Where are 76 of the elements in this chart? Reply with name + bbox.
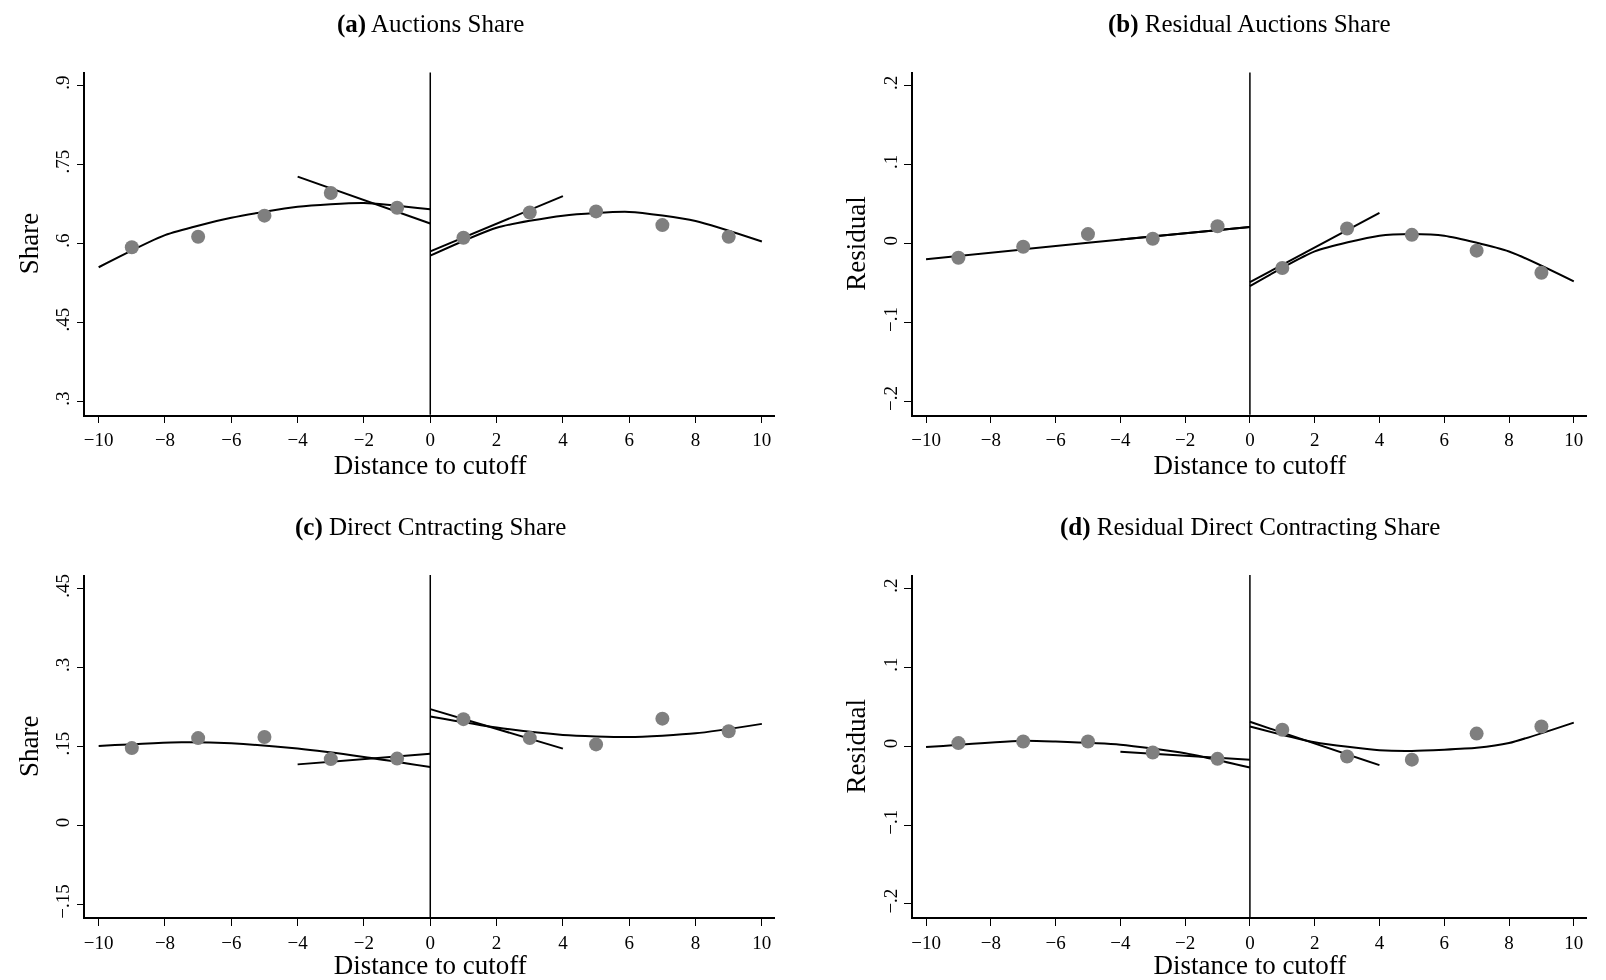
x-tick-label: −4 — [1110, 931, 1131, 953]
x-tick-label: −10 — [83, 931, 114, 953]
x-tick-label: 0 — [1245, 931, 1255, 953]
x-tick-label: −2 — [1175, 931, 1196, 953]
y-tick-label: .1 — [879, 657, 901, 672]
y-tick-label: −.1 — [879, 809, 901, 835]
x-tick-label: 4 — [558, 931, 569, 953]
x-tick-label: −8 — [154, 931, 176, 953]
y-tick-label: .1 — [879, 154, 901, 169]
y-tick-label: .3 — [52, 391, 74, 406]
x-tick-label: 8 — [1504, 931, 1514, 953]
x-tick-label: −10 — [911, 931, 941, 953]
y-tick-label: 0 — [52, 817, 74, 828]
chart-title: (b) Residual Auctions Share — [1108, 10, 1391, 38]
x-tick-label: 10 — [1564, 429, 1584, 451]
y-tick-label: .2 — [879, 578, 901, 593]
x-tick-label: −2 — [1175, 429, 1196, 451]
x-tick-label: −10 — [83, 429, 114, 451]
y-tick-label: .2 — [879, 75, 901, 91]
x-tick-label: −6 — [1045, 429, 1066, 451]
x-tick-label: 4 — [1374, 931, 1385, 953]
y-tick-label: −.2 — [879, 385, 901, 411]
x-tick-label: 2 — [1309, 931, 1320, 953]
x-tick-label: 6 — [1439, 931, 1449, 953]
y-tick-label: .75 — [52, 149, 74, 174]
x-tick-label: 6 — [624, 429, 634, 451]
x-tick-label: −4 — [287, 931, 309, 953]
x-tick-label: 6 — [624, 931, 634, 953]
y-tick-label: .3 — [52, 657, 74, 672]
x-tick-label: 0 — [425, 429, 436, 451]
x-axis-title: Distance to cutoff — [1153, 950, 1347, 980]
x-tick-label: 8 — [690, 931, 701, 953]
y-axis-title: Residual — [841, 698, 872, 794]
x-tick-label: −6 — [221, 931, 242, 953]
y-tick-label: −.15 — [52, 884, 74, 919]
x-axis-title: Distance to cutoff — [1153, 450, 1347, 481]
x-tick-label: −8 — [980, 931, 1001, 953]
y-tick-label: .9 — [52, 75, 74, 90]
x-tick-label: 10 — [1564, 931, 1584, 953]
x-tick-label: 0 — [1245, 429, 1255, 451]
y-axis-title: Share — [13, 715, 44, 777]
x-tick-label: 6 — [1439, 429, 1449, 451]
x-tick-label: 2 — [1309, 429, 1320, 451]
chart-title: (c) Direct Cntracting Share — [295, 513, 567, 541]
x-axis-title: Distance to cutoff — [333, 950, 527, 980]
y-tick-label: 0 — [879, 235, 901, 246]
x-tick-label: 4 — [1374, 429, 1385, 451]
y-tick-label: .45 — [52, 307, 74, 332]
chart-title: (a) Auctions Share — [337, 10, 525, 38]
x-tick-label: −10 — [911, 429, 941, 451]
x-tick-label: −6 — [1045, 931, 1066, 953]
x-tick-label: −8 — [154, 429, 176, 451]
y-axis-title: Residual — [841, 196, 872, 291]
x-tick-label: 10 — [752, 931, 772, 953]
x-tick-label: 8 — [690, 429, 701, 451]
y-tick-label: −.2 — [879, 888, 901, 914]
x-tick-label: −4 — [287, 429, 309, 451]
x-tick-label: 0 — [425, 931, 436, 953]
y-tick-label: −.1 — [879, 307, 901, 333]
x-tick-label: −8 — [980, 429, 1001, 451]
y-tick-label: .6 — [52, 233, 74, 248]
chart-title: (d) Residual Direct Contracting Share — [1060, 513, 1441, 541]
x-tick-label: 2 — [491, 931, 502, 953]
y-tick-label: 0 — [879, 738, 901, 749]
x-tick-label: 10 — [752, 429, 772, 451]
y-tick-label: .15 — [52, 731, 74, 756]
x-tick-label: 2 — [491, 429, 502, 451]
x-tick-label: −2 — [353, 931, 375, 953]
x-tick-label: −2 — [353, 429, 375, 451]
x-tick-label: −6 — [221, 429, 242, 451]
x-tick-label: 8 — [1504, 429, 1514, 451]
x-tick-label: 4 — [558, 429, 569, 451]
x-axis-title: Distance to cutoff — [333, 450, 527, 481]
y-tick-label: .45 — [52, 574, 74, 598]
y-axis-title: Share — [13, 212, 44, 275]
x-tick-label: −4 — [1110, 429, 1131, 451]
